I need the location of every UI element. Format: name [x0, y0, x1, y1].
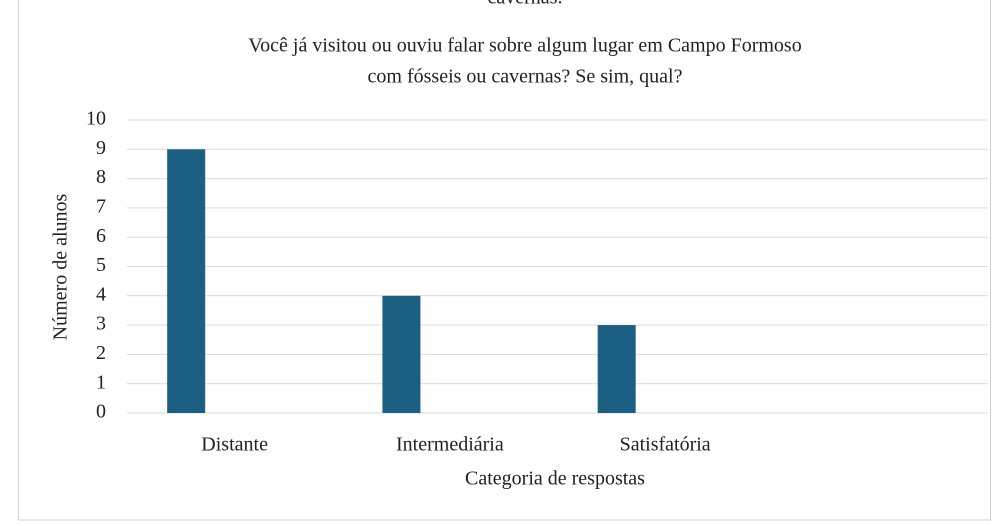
y-tick-label: 7 — [96, 195, 106, 217]
y-tick-label: 2 — [96, 342, 106, 364]
chart-title: com fósseis ou cavernas? Se sim, qual? — [368, 66, 683, 88]
y-axis-label: Número de alunos — [50, 193, 72, 340]
bar — [597, 325, 636, 413]
y-tick-label: 3 — [96, 313, 106, 335]
chart-title: Você já visitou ou ouviu falar sobre alg… — [248, 35, 801, 57]
x-tick-label: Distante — [201, 434, 268, 456]
y-tick-label: 6 — [96, 225, 106, 247]
y-tick-label: 8 — [96, 166, 106, 188]
bar — [167, 149, 206, 414]
y-tick-label: 1 — [96, 371, 106, 393]
y-tick-label: 9 — [96, 137, 106, 159]
clipped-text: cavernas. — [488, 0, 563, 9]
x-tick-label: Satisfatória — [620, 434, 711, 456]
y-tick-label: 4 — [96, 283, 106, 305]
bar — [382, 295, 421, 413]
x-axis-label: Categoria de respostas — [465, 468, 645, 490]
y-tick-label: 5 — [96, 254, 106, 276]
x-tick-label: Intermediária — [396, 434, 504, 456]
y-tick-label: 10 — [86, 108, 106, 130]
y-tick-label: 0 — [96, 401, 106, 423]
